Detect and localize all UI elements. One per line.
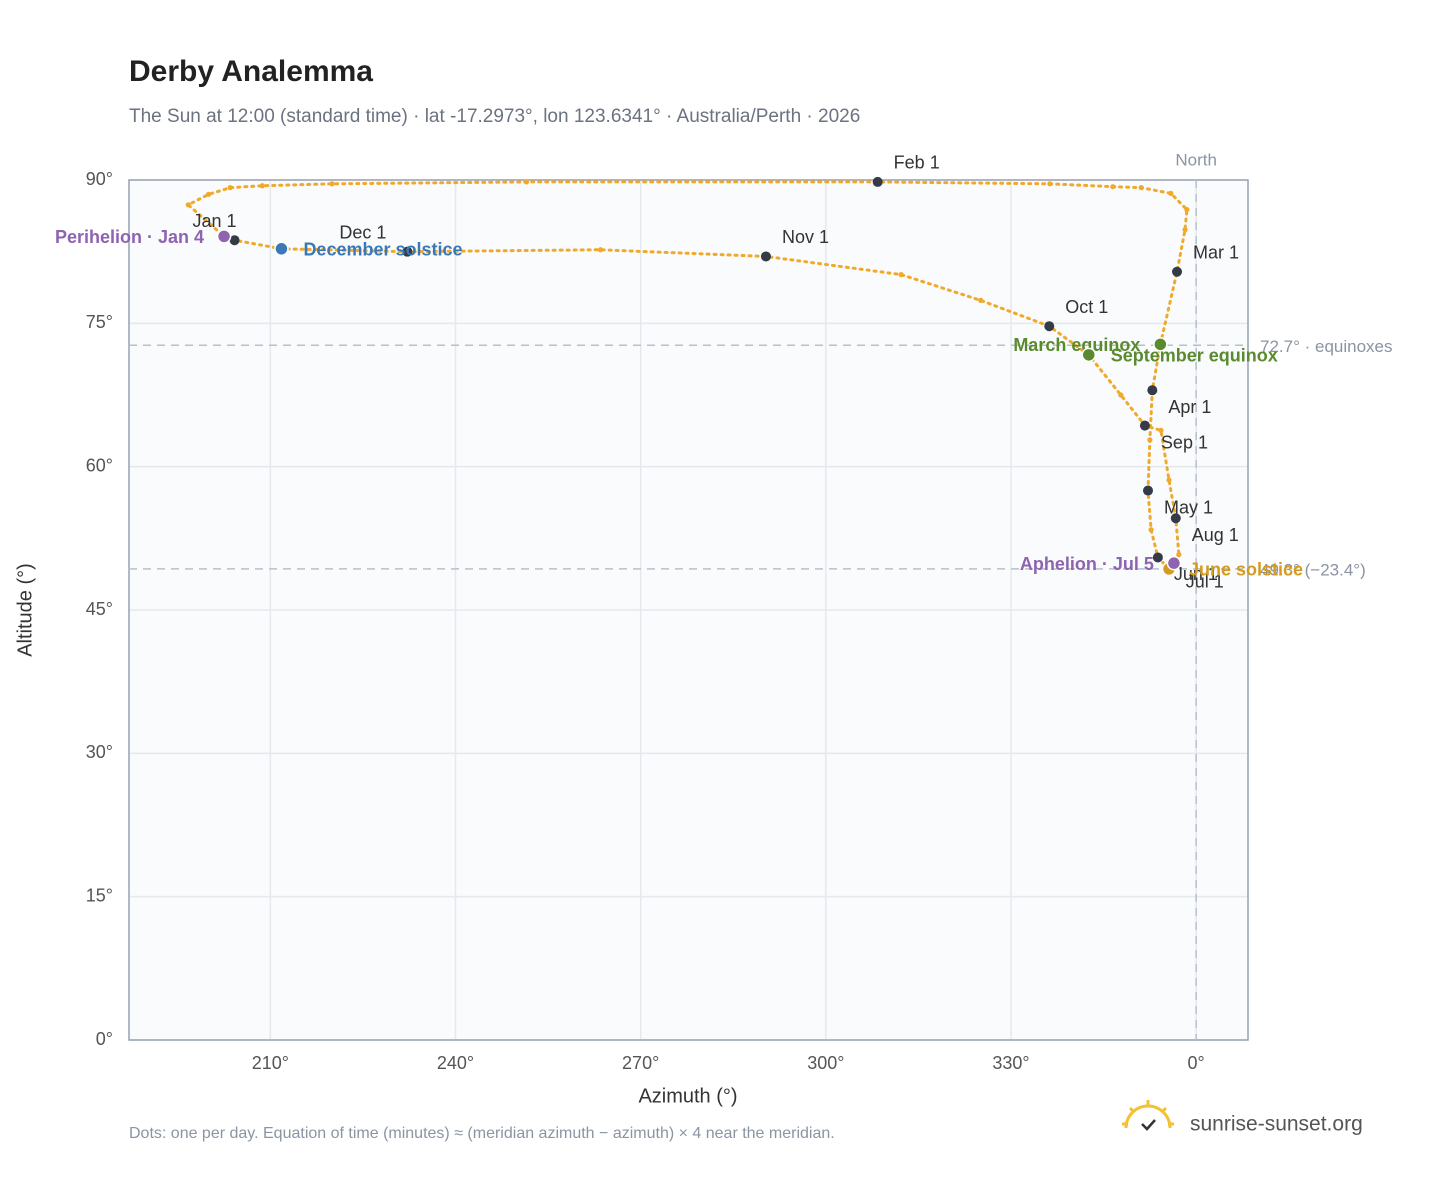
day-dot — [1147, 437, 1153, 443]
y-axis-label: Altitude (°) — [14, 563, 36, 657]
month-dot — [1152, 552, 1163, 563]
month-label: Dec 1 — [339, 222, 386, 242]
day-dot — [1138, 185, 1144, 191]
day-dot — [898, 272, 904, 278]
event-label: March equinox — [1013, 335, 1140, 355]
event-dot — [274, 241, 289, 257]
day-dot — [1148, 527, 1154, 533]
day-dot — [1176, 551, 1182, 558]
month-label: Oct 1 — [1065, 297, 1108, 317]
month-label: Jan 1 — [193, 211, 237, 231]
y-tick-label: 90° — [86, 169, 113, 189]
month-dot — [760, 251, 771, 262]
month-label: Jul 1 — [1186, 572, 1224, 592]
x-axis-label: Azimuth (°) — [638, 1085, 737, 1107]
month-dot — [1143, 485, 1154, 496]
y-tick-label: 75° — [86, 312, 113, 332]
footnote: Dots: one per day. Equation of time (min… — [129, 1125, 835, 1142]
y-tick-label: 0° — [96, 1029, 113, 1049]
event-dot — [1081, 347, 1097, 363]
month-dot — [1172, 266, 1183, 277]
day-dot — [1158, 427, 1164, 433]
reference-label: 49.3° (−23.4°) — [1260, 560, 1366, 579]
event-dot — [1166, 555, 1182, 571]
day-dot — [1110, 184, 1116, 190]
event-label: September equinox — [1111, 346, 1278, 366]
day-dot — [1118, 392, 1124, 398]
y-tick-label: 15° — [86, 885, 113, 905]
north-label: North — [1175, 150, 1217, 169]
day-dot — [978, 297, 984, 303]
reference-label: 72.7° · equinoxes — [1260, 337, 1393, 356]
x-tick-label: 240° — [437, 1053, 474, 1073]
day-dot — [329, 181, 335, 187]
subtitle: The Sun at 12:00 (standard time) · lat -… — [129, 106, 860, 127]
event-dot — [1153, 337, 1168, 352]
x-tick-label: 300° — [807, 1053, 844, 1073]
day-dot — [1047, 181, 1053, 187]
day-dot — [1166, 477, 1172, 483]
month-dot — [1044, 321, 1055, 332]
brand: sunrise-sunset.org — [1190, 1113, 1363, 1136]
month-label: Aug 1 — [1192, 525, 1239, 545]
day-dot — [185, 202, 191, 208]
month-label: Nov 1 — [782, 227, 829, 247]
day-dot — [259, 183, 265, 189]
x-tick-label: 330° — [992, 1053, 1029, 1073]
month-dot — [229, 235, 240, 246]
day-dot — [1184, 207, 1190, 213]
day-dot — [523, 179, 530, 185]
event-label: June solstice — [1189, 560, 1303, 580]
event-label: Aphelion · Jul 5 — [1020, 554, 1154, 574]
y-tick-label: 45° — [86, 599, 113, 619]
month-dot — [402, 246, 413, 257]
event-label: Perihelion · Jan 4 — [55, 227, 204, 247]
y-tick-label: 60° — [86, 455, 113, 475]
month-label: Feb 1 — [894, 153, 940, 173]
event-dot — [216, 229, 232, 244]
month-dot — [872, 176, 883, 187]
day-dot — [1168, 190, 1174, 196]
month-label: Jun 1 — [1174, 564, 1218, 584]
month-label: Mar 1 — [1193, 242, 1239, 262]
month-label: May 1 — [1164, 497, 1213, 517]
day-dot — [227, 185, 233, 191]
month-label: Apr 1 — [1168, 397, 1211, 417]
day-dot — [206, 191, 212, 197]
brand-logo — [1122, 1100, 1174, 1131]
day-dot — [597, 247, 604, 253]
month-dot — [1147, 385, 1158, 396]
x-tick-label: 210° — [252, 1053, 289, 1073]
month-label: Sep 1 — [1161, 432, 1208, 452]
x-tick-label: 270° — [622, 1053, 659, 1073]
month-dot — [1139, 420, 1150, 431]
chart-title: Derby Analemma — [129, 55, 373, 88]
plot-frame — [128, 179, 1249, 1041]
x-tick-label: 0° — [1188, 1053, 1205, 1073]
event-label: December solstice — [303, 240, 462, 260]
y-tick-label: 30° — [86, 742, 113, 762]
day-dot — [1182, 227, 1188, 233]
month-dot — [1170, 513, 1181, 524]
